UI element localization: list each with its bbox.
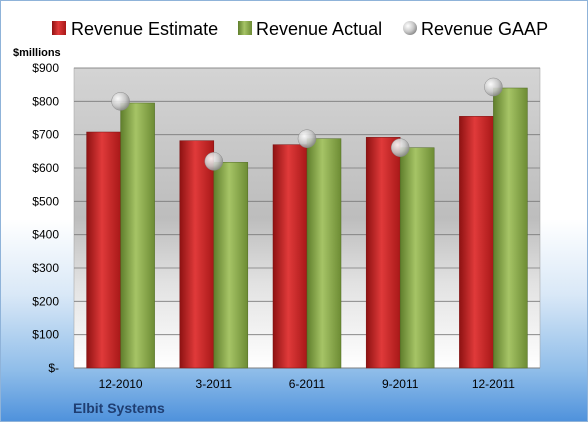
bar-revenue-actual — [213, 162, 249, 369]
legend-label-actual: Revenue Actual — [256, 19, 382, 39]
legend-label-estimate: Revenue Estimate — [71, 19, 218, 39]
y-tick-label: $400 — [32, 228, 59, 242]
legend-swatch-estimate — [52, 21, 66, 35]
y-tick-label: $800 — [32, 94, 59, 108]
y-tick-label: $900 — [32, 61, 59, 75]
bar-revenue-actual — [120, 102, 155, 369]
bar-revenue-estimate — [365, 137, 401, 369]
x-tick-label: 3-2011 — [196, 377, 233, 391]
x-tick-label: 12-2011 — [472, 377, 515, 391]
marker-revenue-gaap — [297, 129, 317, 148]
x-tick-label: 9-2011 — [382, 377, 419, 391]
gaap-markers — [111, 77, 503, 171]
y-tick-label: $600 — [32, 161, 59, 175]
y-tick-label: $100 — [32, 328, 59, 342]
bar-revenue-estimate — [459, 116, 494, 369]
bar-revenue-actual — [306, 138, 342, 369]
marker-revenue-gaap — [204, 152, 224, 171]
bar-revenue-estimate — [86, 131, 121, 369]
marker-revenue-gaap — [111, 92, 130, 111]
legend-swatch-gaap — [403, 21, 417, 35]
y-tick-label: $700 — [32, 128, 59, 142]
bar-revenue-actual — [399, 147, 435, 369]
y-tick-label: $200 — [32, 294, 59, 308]
y-tick-label: $- — [48, 361, 59, 375]
y-tick-label: $500 — [32, 194, 59, 208]
bar-revenue-estimate — [272, 144, 308, 369]
legend-label-gaap: Revenue GAAP — [421, 19, 548, 39]
bars — [86, 87, 528, 369]
marker-revenue-gaap — [484, 77, 503, 97]
bar-revenue-estimate — [179, 140, 215, 369]
x-tick-label: 12-2010 — [99, 377, 143, 391]
y-axis-unit-label: $millions — [13, 47, 61, 59]
x-tick-label: 6-2011 — [289, 377, 326, 391]
y-axis-ticks: $- $100 $200 $300 $400 $500 $600 $700 $800 $900 — [32, 61, 59, 375]
legend-swatch-actual — [238, 21, 252, 35]
x-axis-ticks: 12-2010 3-2011 6-2011 9-2011 12-2011 — [99, 377, 516, 391]
marker-revenue-gaap — [390, 138, 410, 157]
company-name: Elbit Systems — [73, 400, 165, 416]
legend: Revenue Estimate Revenue Actual Revenue … — [52, 19, 548, 39]
y-tick-label: $300 — [32, 261, 59, 275]
bar-revenue-actual — [493, 87, 528, 369]
